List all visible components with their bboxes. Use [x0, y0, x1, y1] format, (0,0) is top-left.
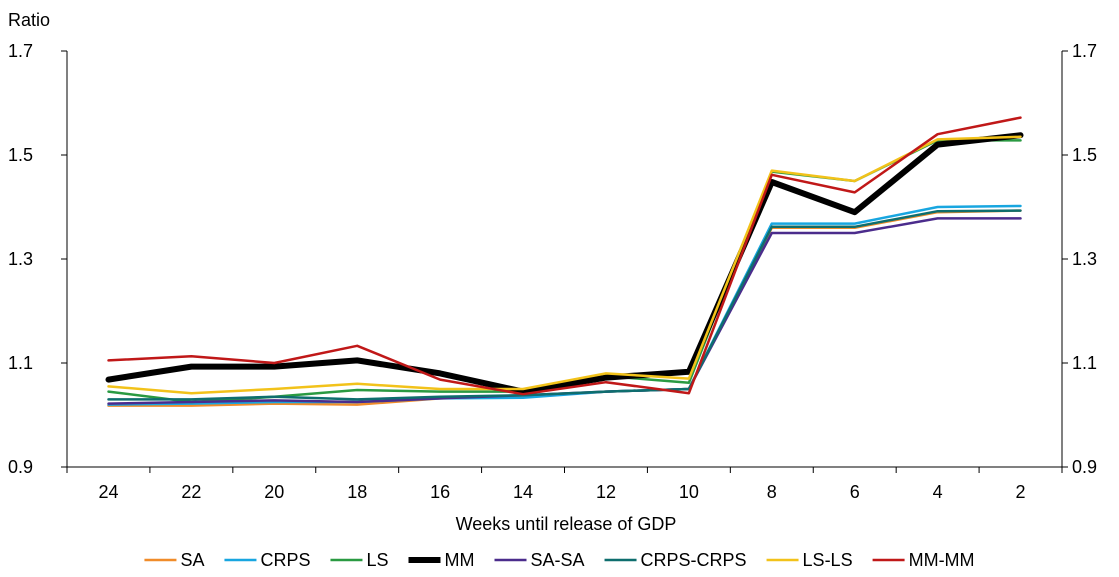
legend-label: MM-MM [909, 550, 975, 570]
x-tick-label: 22 [181, 482, 201, 502]
legend-item: MM-MM [872, 550, 975, 570]
series-line-sa [107, 209, 1022, 407]
axes: 0.9 0.91.1 1.11.3 1.31.5 1.51.7 1.724 22 20 18 16… [8, 41, 1097, 502]
x-tick-label: 12 [596, 482, 616, 502]
y-tick-label-left: 0.9 [8, 457, 33, 477]
y-tick-label-left: 1.3 [8, 249, 33, 269]
legend-item: MM [408, 550, 475, 570]
legend-item: SA [144, 550, 204, 570]
legend-item: CRPS-CRPS [604, 550, 747, 570]
legend: SA CRPS LS MM SA-SA CRPS-CRPS LS-LS MM-MM [144, 550, 975, 570]
x-tick-label: 16 [430, 482, 450, 502]
legend-label: SA [180, 550, 204, 570]
y-tick-label-right: 1.3 [1072, 249, 1097, 269]
y-tick-label-right: 1.5 [1072, 145, 1097, 165]
legend-label: CRPS-CRPS [641, 550, 747, 570]
legend-label: LS-LS [803, 550, 853, 570]
legend-label: CRPS [260, 550, 310, 570]
series-line-mm-mm [107, 116, 1022, 396]
x-tick-label: 10 [679, 482, 699, 502]
series-line-crps-crps [107, 209, 1022, 401]
x-tick-label: 8 [767, 482, 777, 502]
series-line-sa-sa [107, 217, 1022, 405]
series-line-ls-ls [107, 135, 1022, 395]
x-tick-label: 18 [347, 482, 367, 502]
legend-item: SA-SA [494, 550, 585, 570]
legend-label: LS [366, 550, 388, 570]
legend-label: SA-SA [531, 550, 585, 570]
y-tick-label-right: 0.9 [1072, 457, 1097, 477]
series-lines [105, 116, 1024, 407]
x-tick-label: 20 [264, 482, 284, 502]
y-tick-label-left: 1.7 [8, 41, 33, 61]
y-tick-label-right: 1.7 [1072, 41, 1097, 61]
series-line-crps [107, 204, 1022, 406]
x-tick-label: 2 [1016, 482, 1026, 502]
x-tick-label: 4 [933, 482, 943, 502]
series-line-mm [105, 132, 1024, 395]
y-tick-label-left: 1.1 [8, 353, 33, 373]
legend-item: LS-LS [766, 550, 853, 570]
legend-label: MM [445, 550, 475, 570]
y-tick-label-right: 1.1 [1072, 353, 1097, 373]
legend-item: CRPS [224, 550, 310, 570]
legend-item: LS [330, 550, 389, 570]
series-line-ls [107, 139, 1022, 404]
x-tick-label: 24 [98, 482, 118, 502]
y-axis-title: Ratio [8, 10, 50, 30]
y-tick-label-left: 1.5 [8, 145, 33, 165]
x-tick-label: 6 [850, 482, 860, 502]
x-axis-title: Weeks until release of GDP [456, 514, 677, 534]
x-tick-label: 14 [513, 482, 533, 502]
